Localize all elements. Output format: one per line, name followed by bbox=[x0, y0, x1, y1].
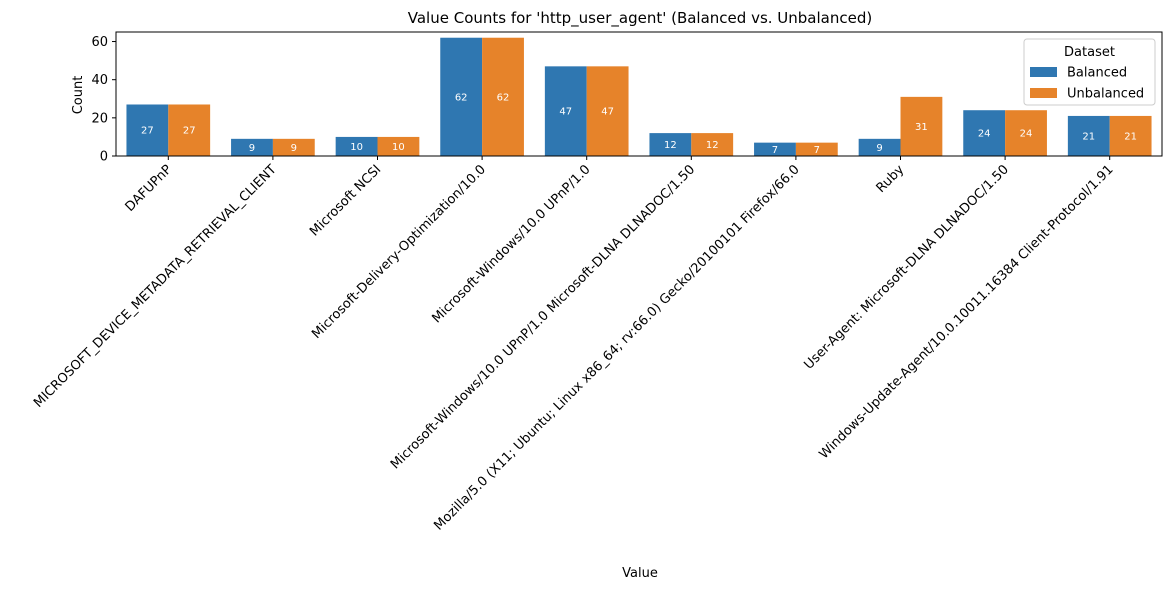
bar-label-balanced-5: 12 bbox=[664, 140, 677, 151]
bar-unbalanced-8 bbox=[1005, 110, 1047, 156]
legend-swatch-balanced bbox=[1030, 67, 1057, 77]
y-tick-label: 20 bbox=[91, 111, 108, 126]
bar-balanced-8 bbox=[963, 110, 1006, 156]
bar-label-balanced-9: 21 bbox=[1082, 131, 1095, 142]
bar-label-balanced-0: 27 bbox=[141, 126, 154, 137]
y-axis-title: Count bbox=[71, 76, 86, 115]
plot-frame bbox=[115, 31, 1163, 157]
x-tick-label: Microsoft-Delivery-Optimization/10.0 bbox=[309, 162, 489, 342]
bar-label-balanced-1: 9 bbox=[249, 143, 255, 154]
legend-title: Dataset bbox=[1064, 45, 1115, 60]
bar-balanced-1 bbox=[231, 138, 273, 156]
bar-balanced-3 bbox=[440, 37, 483, 156]
bar-label-unbalanced-8: 24 bbox=[1020, 129, 1033, 140]
bar-unbalanced-3 bbox=[482, 37, 524, 156]
x-tick-label: MICROSOFT_DEVICE_METADATA_RETRIEVAL_CLIE… bbox=[31, 162, 280, 411]
bar-balanced-4 bbox=[544, 66, 587, 156]
bar-unbalanced-5 bbox=[691, 133, 734, 156]
bar-label-balanced-2: 10 bbox=[350, 142, 363, 153]
bar-unbalanced-6 bbox=[795, 142, 838, 156]
x-tick-label: DAFUPnP bbox=[123, 162, 176, 215]
bar-balanced-0 bbox=[126, 104, 169, 156]
y-tick-label: 0 bbox=[100, 150, 108, 165]
bar-label-unbalanced-7: 31 bbox=[915, 122, 928, 133]
y-tick-label: 40 bbox=[91, 73, 108, 88]
bar-unbalanced-7 bbox=[900, 96, 943, 156]
bar-label-balanced-6: 7 bbox=[772, 145, 778, 156]
x-axis-title: Value bbox=[622, 566, 658, 581]
bar-label-unbalanced-0: 27 bbox=[183, 126, 196, 137]
legend-label-balanced: Balanced bbox=[1067, 66, 1127, 81]
y-tick-label: 60 bbox=[91, 35, 108, 50]
bar-unbalanced-0 bbox=[168, 104, 211, 156]
bar-unbalanced-4 bbox=[586, 66, 629, 156]
bar-label-unbalanced-9: 21 bbox=[1124, 131, 1137, 142]
bar-balanced-7 bbox=[858, 138, 901, 156]
bar-label-unbalanced-6: 7 bbox=[814, 145, 820, 156]
bar-label-balanced-3: 62 bbox=[455, 92, 468, 103]
bar-unbalanced-1 bbox=[272, 138, 315, 156]
x-tick-label: Mozilla/5.0 (X11; Ubuntu; Linux x86_64; … bbox=[431, 162, 802, 533]
bar-label-unbalanced-2: 10 bbox=[392, 142, 405, 153]
bar-unbalanced-2 bbox=[377, 136, 420, 156]
bar-label-balanced-8: 24 bbox=[978, 129, 991, 140]
bar-balanced-6 bbox=[754, 142, 796, 156]
chart-title: Value Counts for 'http_user_agent' (Bala… bbox=[408, 9, 872, 28]
bar-label-unbalanced-5: 12 bbox=[706, 140, 719, 151]
x-tick-label: User-Agent: Microsoft-DLNA DLNADOC/1.50 bbox=[802, 162, 1012, 372]
bar-label-unbalanced-3: 62 bbox=[497, 92, 510, 103]
bar-label-unbalanced-4: 47 bbox=[601, 107, 614, 118]
bar-label-balanced-7: 9 bbox=[876, 143, 882, 154]
bar-balanced-5 bbox=[649, 133, 692, 156]
bar-label-unbalanced-1: 9 bbox=[291, 143, 297, 154]
legend-swatch-unbalanced bbox=[1030, 88, 1057, 98]
bar-label-balanced-4: 47 bbox=[559, 107, 572, 118]
x-tick-label: Ruby bbox=[874, 162, 908, 196]
x-tick-label: Microsoft NCSI bbox=[307, 162, 384, 239]
bar-balanced-9 bbox=[1067, 115, 1110, 156]
legend-label-unbalanced: Unbalanced bbox=[1067, 87, 1144, 102]
bar-balanced-2 bbox=[335, 136, 378, 156]
bar-unbalanced-9 bbox=[1109, 115, 1152, 156]
